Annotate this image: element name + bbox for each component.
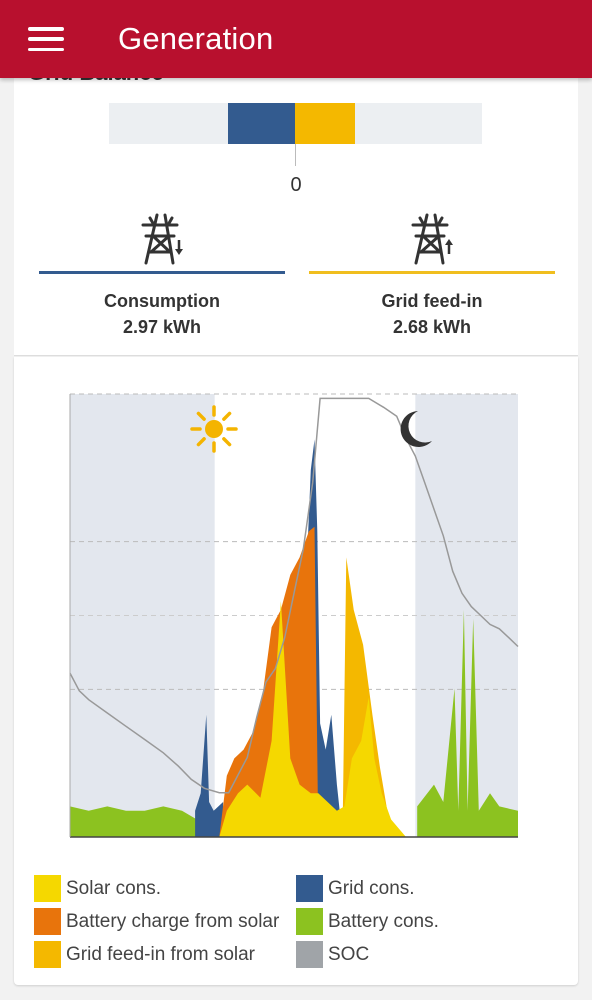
balance-zero-label: 0 — [290, 174, 302, 196]
legend-item-feed[interactable]: Grid feed-in from solar — [34, 941, 255, 968]
consumption-color-line — [39, 271, 285, 274]
legend-swatch — [34, 875, 61, 902]
legend-label: Grid cons. — [328, 877, 415, 899]
balance-zero-tick — [295, 144, 296, 166]
app-bar: Generation — [0, 0, 592, 78]
legend-label: Grid feed-in from solar — [66, 943, 256, 965]
feed-in-tile[interactable]: Grid feed-in 2.68 kWh — [309, 210, 555, 350]
page-title: Generation — [118, 21, 274, 56]
consumption-label: Consumption — [104, 291, 220, 311]
balance-consumption-segment — [228, 103, 295, 144]
legend-label: Battery cons. — [328, 910, 439, 932]
consumption-value: 2.97 kWh — [122, 317, 202, 337]
sun-icon — [190, 405, 238, 453]
series-battery-cons — [70, 609, 518, 837]
moon-icon — [400, 411, 432, 447]
consumption-tile[interactable]: Consumption 2.97 kWh — [39, 210, 285, 350]
legend-item-charge[interactable]: Battery charge from solar — [34, 908, 279, 935]
legend-swatch — [34, 941, 61, 968]
legend-swatch — [296, 941, 323, 968]
legend-item-solar[interactable]: Solar cons. — [34, 875, 161, 902]
legend-label: Solar cons. — [66, 877, 162, 899]
generation-chart-card: Solar cons. Grid cons. Battery charge from… — [14, 357, 578, 985]
balance-feed-in-segment — [295, 103, 355, 144]
feed-in-label: Grid feed-in — [381, 291, 483, 311]
grid-balance-card: Grid Balance 0 Consumption 2.97 kWh — [14, 50, 578, 356]
legend-swatch — [296, 875, 323, 902]
legend-item-battery[interactable]: Battery cons. — [296, 908, 439, 935]
series-soc-line — [69, 397, 519, 794]
grid-balance-bar — [109, 103, 482, 144]
legend-label: SOC — [328, 943, 370, 965]
legend-item-grid[interactable]: Grid cons. — [296, 875, 415, 902]
legend-label: Battery charge from solar — [66, 910, 280, 932]
legend-swatch — [34, 908, 61, 935]
power-tower-up-arrow-icon — [411, 213, 453, 265]
series-solar-cons — [219, 601, 416, 837]
feed-in-value: 2.68 kWh — [392, 317, 472, 337]
legend-item-soc[interactable]: SOC — [296, 941, 369, 968]
feed-in-color-line — [309, 271, 555, 274]
generation-chart[interactable] — [14, 357, 578, 867]
legend-swatch — [296, 908, 323, 935]
power-tower-down-arrow-icon — [141, 213, 183, 265]
menu-icon[interactable] — [28, 27, 64, 51]
